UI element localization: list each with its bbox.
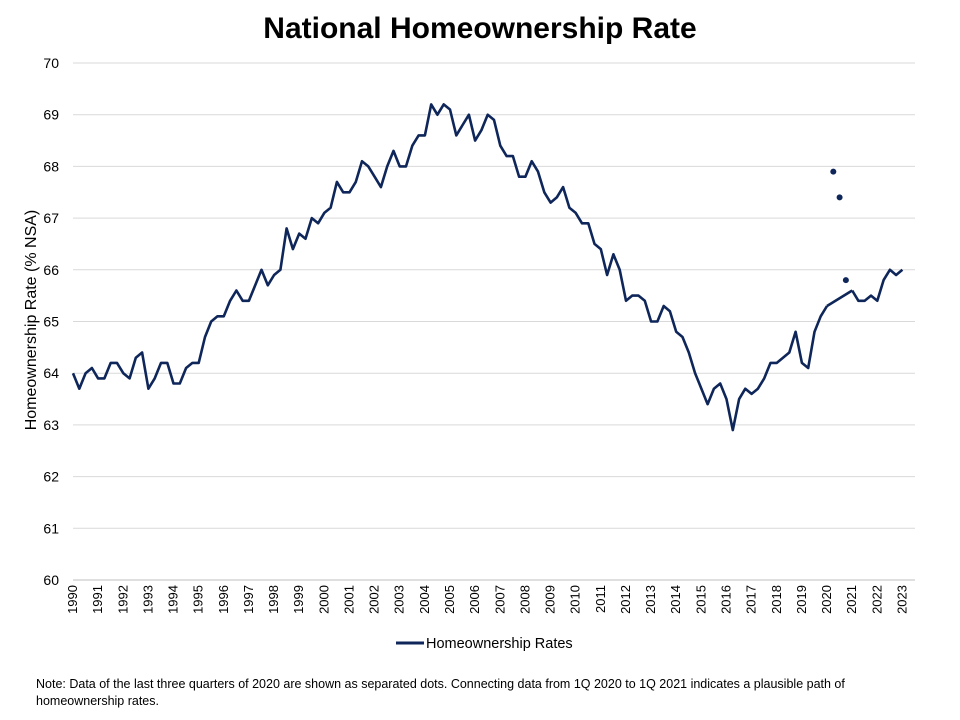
y-tick-label: 63 [43,417,59,433]
y-tick-label: 65 [43,314,59,330]
x-tick-label: 2016 [718,585,733,614]
x-tick-label: 1999 [291,585,306,614]
x-tick-label: 2001 [341,585,356,614]
x-tick-label: 2022 [869,585,884,614]
x-tick-label: 1992 [115,585,130,614]
separated-point [842,277,849,284]
y-tick-label: 60 [43,572,59,588]
series-line-tail [851,268,904,303]
y-tick-label: 61 [43,520,59,536]
x-tick-label: 2003 [392,585,407,614]
x-tick-label: 1995 [191,585,206,614]
x-tick-label: 1997 [241,585,256,614]
series-line [71,103,829,432]
y-tick-labels: 60 61 62 63 64 65 66 67 68 69 70 [43,55,59,588]
separated-point [836,194,843,201]
x-tick-label: 2013 [643,585,658,614]
series-layer [71,103,904,432]
x-tick-label: 2015 [693,585,708,614]
x-tick-label: 2004 [417,585,432,614]
x-tick-label: 2006 [467,585,482,614]
x-tick-label: 2005 [442,585,457,614]
x-tick-labels: 1990 1991 1992 1993 1994 1995 1996 1997 1998 1999… [65,585,909,614]
separated-point [830,168,837,175]
x-tick-label: 2017 [744,585,759,614]
x-tick-label: 2011 [593,585,608,613]
x-tick-label: 2009 [543,585,558,614]
x-tick-label: 2012 [618,585,633,614]
x-tick-label: 1991 [90,585,105,614]
y-tick-label: 62 [43,469,59,485]
y-tick-label: 66 [43,262,59,278]
x-tick-label: 2023 [894,585,909,614]
x-tick-label: 2020 [819,585,834,614]
legend-label: Homeownership Rates [426,636,573,652]
y-tick-label: 70 [43,55,59,71]
chart-title: National Homeownership Rate [263,12,697,45]
x-tick-label: 2008 [517,585,532,614]
x-tick-label: 1993 [140,585,155,614]
y-tick-label: 64 [43,365,59,381]
x-tick-label: 2002 [367,585,382,614]
y-tick-label: 69 [43,107,59,123]
chart-note: Note: Data of the last three quarters of… [36,677,845,708]
separated-points [830,168,849,284]
x-tick-label: 2019 [794,585,809,614]
gridlines [73,62,915,581]
connector-line [826,289,853,308]
x-tick-label: 1994 [166,585,181,614]
y-axis-label: Homeownership Rate (% NSA) [23,210,40,431]
legend: Homeownership Rates [396,636,573,652]
x-tick-label: 2014 [668,585,683,614]
x-tick-label: 2021 [844,585,859,614]
x-tick-label: 1998 [266,585,281,614]
y-tick-label: 67 [43,210,59,226]
x-tick-label: 2007 [492,585,507,614]
x-tick-label: 1996 [216,585,231,614]
x-tick-label: 1990 [65,585,80,614]
x-tick-label: 2018 [769,585,784,614]
x-tick-label: 2010 [568,585,583,614]
x-tick-label: 2000 [316,585,331,614]
y-tick-label: 68 [43,158,59,174]
